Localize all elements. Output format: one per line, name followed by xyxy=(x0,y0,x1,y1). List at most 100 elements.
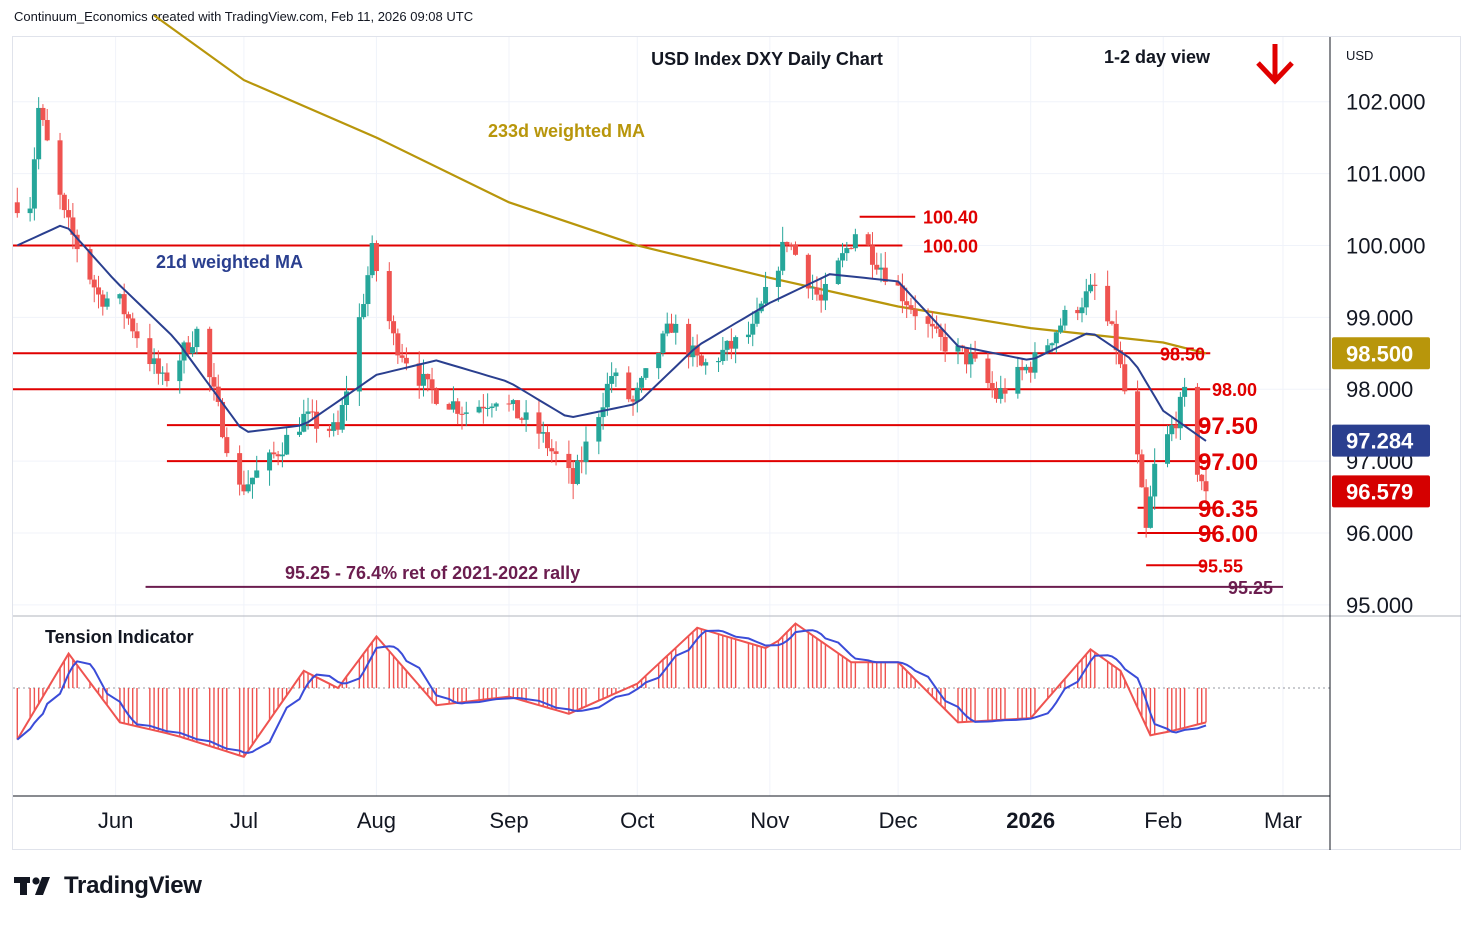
level-label: 96.00 xyxy=(1198,521,1258,548)
candle xyxy=(181,340,187,374)
chart-frame[interactable] xyxy=(12,36,1461,850)
level-label: 100.40 xyxy=(923,208,978,228)
candle xyxy=(399,343,405,363)
tradingview-logo-icon xyxy=(14,877,50,895)
candle xyxy=(553,441,559,466)
candle-body xyxy=(660,333,666,354)
candle xyxy=(634,382,640,413)
candle-body xyxy=(1169,425,1175,435)
candle xyxy=(1203,468,1209,505)
candle-body xyxy=(1083,291,1089,308)
candle xyxy=(510,398,516,411)
time-axis[interactable]: Jun Jul Aug Sep Oct Nov Dec 2026 Feb Mar xyxy=(13,795,1330,833)
candle xyxy=(339,398,345,433)
candle-body xyxy=(1075,309,1081,314)
candle-body xyxy=(1203,481,1209,492)
candle xyxy=(664,312,670,337)
candle-body xyxy=(852,234,858,249)
candle-body xyxy=(74,234,80,250)
candle xyxy=(840,242,846,268)
candle-body xyxy=(1122,364,1128,392)
candle-body xyxy=(1109,321,1115,324)
candle xyxy=(1062,305,1068,331)
candle xyxy=(775,266,781,302)
candle xyxy=(703,358,709,375)
candle-body xyxy=(446,403,452,410)
candle-body xyxy=(993,389,999,399)
chart-title: USD Index DXY Daily Chart xyxy=(651,49,883,69)
candle-body xyxy=(275,454,281,457)
candle xyxy=(745,321,751,344)
ma21-label: 21d weighted MA xyxy=(156,252,303,272)
candle-body xyxy=(267,452,273,471)
candle xyxy=(1117,341,1123,369)
candle-body xyxy=(553,451,559,454)
candle xyxy=(822,272,828,311)
candle-body xyxy=(164,372,170,382)
candle-body xyxy=(1019,366,1025,371)
candle-body xyxy=(1173,425,1179,429)
candle-body xyxy=(220,401,226,438)
candle-body xyxy=(985,358,991,384)
candle xyxy=(1113,310,1119,365)
candle xyxy=(309,399,315,419)
candle-body xyxy=(40,107,46,121)
candle xyxy=(1002,378,1008,403)
candle-body xyxy=(125,314,131,319)
candle-body xyxy=(1092,284,1098,286)
candle xyxy=(326,425,332,438)
candle xyxy=(61,192,67,219)
candle-body xyxy=(784,241,790,245)
candle-body xyxy=(301,413,307,432)
candle xyxy=(1083,278,1089,316)
ma233-price-badge: 98.500 xyxy=(1332,337,1430,370)
candle-body xyxy=(151,358,157,365)
candle-body xyxy=(822,283,828,301)
candle-body xyxy=(1152,463,1158,497)
candle xyxy=(780,226,786,276)
candle xyxy=(929,310,935,339)
candle xyxy=(515,400,521,419)
candle xyxy=(31,147,37,221)
candle xyxy=(1023,364,1029,374)
candle-body xyxy=(1194,386,1200,475)
brand-logo[interactable]: TradingView xyxy=(14,872,202,900)
candle xyxy=(386,262,392,330)
candle xyxy=(844,241,850,261)
candle xyxy=(314,400,320,443)
candle xyxy=(955,338,961,365)
candle-body xyxy=(420,373,426,386)
candle xyxy=(686,318,692,369)
candle-body xyxy=(840,253,846,261)
candle xyxy=(724,340,730,361)
price-badge-bg xyxy=(1332,337,1430,370)
price-axis[interactable]: 102.000101.000100.00099.00098.00097.0009… xyxy=(1329,37,1430,850)
candle-body xyxy=(391,321,397,334)
candle xyxy=(660,330,666,357)
price-tick-label: 102.000 xyxy=(1346,90,1426,115)
candle-body xyxy=(579,460,585,463)
candle xyxy=(1032,342,1038,379)
candle-body xyxy=(1049,343,1055,346)
candle-body xyxy=(117,294,123,299)
candle xyxy=(211,363,217,401)
candle xyxy=(301,399,307,433)
candle-body xyxy=(339,404,345,430)
candle-body xyxy=(185,342,191,354)
candle xyxy=(463,401,469,427)
candles xyxy=(14,97,1209,538)
candle-body xyxy=(964,347,970,365)
candle xyxy=(121,283,127,329)
candle-body xyxy=(1088,284,1094,292)
price-tick-label: 99.000 xyxy=(1346,305,1413,330)
candle xyxy=(194,326,200,355)
candle-body xyxy=(835,260,841,284)
tension-signal-line xyxy=(16,629,1207,754)
candle-body xyxy=(130,318,136,332)
candle xyxy=(750,311,756,347)
candle-body xyxy=(305,411,311,414)
candle xyxy=(271,441,277,459)
candle-body xyxy=(775,270,781,287)
candle-body xyxy=(369,243,375,276)
